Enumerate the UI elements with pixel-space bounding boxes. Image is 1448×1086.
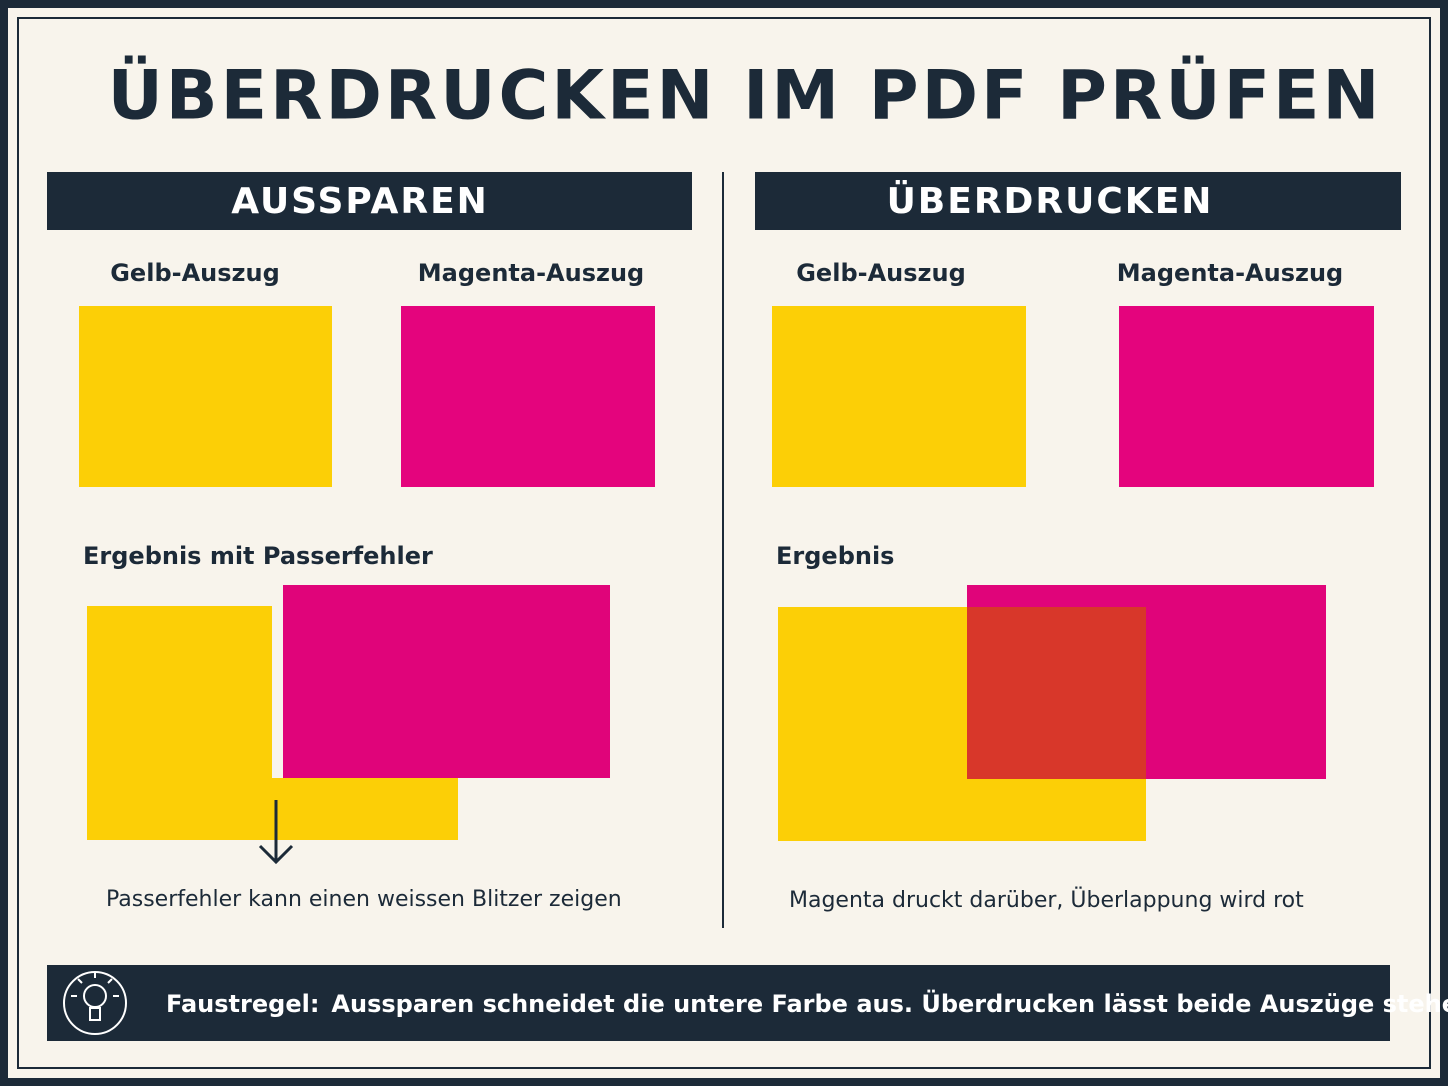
knockout-yellow: [87, 606, 458, 840]
result-label: Ergebnis: [776, 542, 894, 570]
magenta-separation: [401, 306, 655, 487]
panel-header-bg: [47, 172, 692, 230]
swatch-label: Gelb-Auszug: [110, 259, 280, 287]
title: ÜBERDRUCKEN IM PDF PRÜFEN: [108, 56, 1383, 136]
panel-header: ÜBERDRUCKEN: [887, 180, 1214, 222]
footer-body: Aussparen schneidet die untere Farbe aus…: [331, 988, 1448, 1018]
swatch-label: Magenta-Auszug: [418, 259, 644, 287]
lightbulb-icon: [63, 971, 127, 1035]
swatch-label: Gelb-Auszug: [796, 259, 966, 287]
inner-border: [17, 17, 1431, 1069]
magenta-separation: [1119, 306, 1374, 487]
arrow-head: [258, 844, 294, 865]
footer-bg: [47, 965, 1390, 1041]
result-label: Ergebnis mit Passerfehler: [83, 542, 433, 570]
knockout-magenta: [283, 585, 610, 778]
note: Passerfehler kann einen weissen Blitzer …: [106, 887, 622, 912]
overlap-red: [967, 607, 1146, 779]
yellow-separation: [772, 306, 1026, 487]
note: Magenta druckt darüber, Überlappung wird…: [789, 887, 1304, 913]
footer-text: Faustregel: Aussparen schneidet die unter…: [166, 988, 1448, 1018]
panel-header: AUSSPAREN: [231, 181, 489, 222]
panel-header-bg: [755, 172, 1401, 230]
swatch-label: Magenta-Auszug: [1117, 259, 1343, 287]
yellow-separation: [79, 306, 332, 487]
footer-label: Faustregel:: [166, 990, 319, 1018]
